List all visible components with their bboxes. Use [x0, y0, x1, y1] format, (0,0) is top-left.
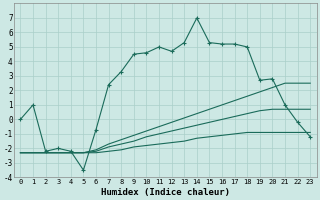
X-axis label: Humidex (Indice chaleur): Humidex (Indice chaleur) — [101, 188, 230, 197]
